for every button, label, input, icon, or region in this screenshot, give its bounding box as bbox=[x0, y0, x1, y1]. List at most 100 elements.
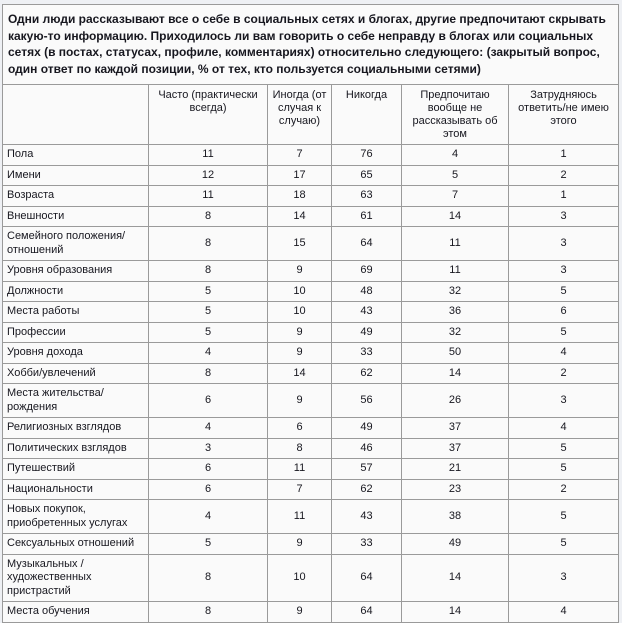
value-cell: 11 bbox=[148, 144, 268, 166]
value-cell: 11 bbox=[267, 458, 332, 480]
value-cell: 4 bbox=[507, 601, 620, 623]
row-label: Пола bbox=[2, 144, 149, 166]
row-label: Семейного положения/отношений bbox=[2, 226, 149, 261]
value-cell: 4 bbox=[148, 342, 268, 364]
value-cell: 38 bbox=[401, 499, 509, 534]
value-cell: 5 bbox=[507, 499, 620, 534]
value-cell: 33 bbox=[331, 342, 402, 364]
value-cell: 8 bbox=[148, 553, 268, 602]
table-row: Места обучения 8 9 64 14 4 bbox=[2, 601, 620, 623]
value-cell: 14 bbox=[267, 362, 332, 384]
value-cell: 14 bbox=[401, 553, 509, 602]
value-cell: 5 bbox=[401, 164, 509, 186]
value-cell: 9 bbox=[267, 342, 332, 364]
survey-table: Одни люди рассказывают все о себе в соци… bbox=[1, 4, 620, 623]
value-cell: 15 bbox=[267, 226, 332, 261]
value-cell: 14 bbox=[401, 205, 509, 227]
value-cell: 8 bbox=[267, 437, 332, 459]
value-cell: 4 bbox=[148, 417, 268, 439]
value-cell: 18 bbox=[267, 185, 332, 207]
value-cell: 46 bbox=[331, 437, 402, 459]
value-cell: 64 bbox=[331, 226, 402, 261]
value-cell: 5 bbox=[507, 458, 620, 480]
value-cell: 5 bbox=[148, 533, 268, 555]
table-row: Национальности 6 7 62 23 2 bbox=[2, 478, 620, 500]
table-row: Уровня образования 8 9 69 11 3 bbox=[2, 260, 620, 282]
table-row: Семейного положения/отношений 8 15 64 11 3 bbox=[2, 226, 620, 261]
value-cell: 11 bbox=[401, 260, 509, 282]
value-cell: 3 bbox=[507, 205, 620, 227]
value-cell: 9 bbox=[267, 321, 332, 343]
value-cell: 10 bbox=[267, 553, 332, 602]
row-label: Путешествий bbox=[2, 458, 149, 480]
value-cell: 43 bbox=[331, 301, 402, 323]
survey-question-text: Одни люди рассказывают все о себе в соци… bbox=[1, 4, 620, 85]
row-label: Сексуальных отношений bbox=[2, 533, 149, 555]
value-cell: 3 bbox=[148, 437, 268, 459]
row-label: Имени bbox=[2, 164, 149, 186]
value-cell: 5 bbox=[507, 437, 620, 459]
value-cell: 6 bbox=[507, 301, 620, 323]
row-label: Возраста bbox=[2, 185, 149, 207]
value-cell: 49 bbox=[401, 533, 509, 555]
value-cell: 11 bbox=[401, 226, 509, 261]
table-row: Сексуальных отношений 5 9 33 49 5 bbox=[2, 533, 620, 555]
value-cell: 2 bbox=[507, 478, 620, 500]
value-cell: 4 bbox=[507, 417, 620, 439]
table-row: Хобби/увлечений 8 14 62 14 2 bbox=[2, 362, 620, 384]
value-cell: 43 bbox=[331, 499, 402, 534]
row-label: Религиозных взглядов bbox=[2, 417, 149, 439]
row-label: Места жительства/рождения bbox=[2, 383, 149, 418]
intro-row: Одни люди рассказывают все о себе в соци… bbox=[1, 4, 620, 85]
value-cell: 12 bbox=[148, 164, 268, 186]
value-cell: 62 bbox=[331, 478, 402, 500]
value-cell: 8 bbox=[148, 601, 268, 623]
value-cell: 5 bbox=[507, 533, 620, 555]
value-cell: 7 bbox=[267, 144, 332, 166]
value-cell: 9 bbox=[267, 260, 332, 282]
value-cell: 11 bbox=[148, 185, 268, 207]
value-cell: 65 bbox=[331, 164, 402, 186]
row-label: Уровня дохода bbox=[2, 342, 149, 364]
value-cell: 3 bbox=[507, 383, 620, 418]
row-label: Хобби/увлечений bbox=[2, 362, 149, 384]
value-cell: 6 bbox=[148, 458, 268, 480]
value-cell: 9 bbox=[267, 383, 332, 418]
row-label: Профессии bbox=[2, 321, 149, 343]
value-cell: 6 bbox=[148, 478, 268, 500]
value-cell: 4 bbox=[148, 499, 268, 534]
value-cell: 2 bbox=[507, 362, 620, 384]
value-cell: 3 bbox=[507, 226, 620, 261]
column-header: Предпочитаю вообще не рассказывать об эт… bbox=[401, 84, 509, 145]
value-cell: 5 bbox=[507, 321, 620, 343]
table-row: Места работы 5 10 43 36 6 bbox=[2, 301, 620, 323]
column-header: Иногда (от случая к случаю) bbox=[267, 84, 332, 145]
value-cell: 23 bbox=[401, 478, 509, 500]
value-cell: 8 bbox=[148, 226, 268, 261]
value-cell: 57 bbox=[331, 458, 402, 480]
column-header: Часто (практически всегда) bbox=[148, 84, 268, 145]
table-row: Новых покупок, приобретенных услугах 4 11 4… bbox=[2, 499, 620, 534]
value-cell: 6 bbox=[148, 383, 268, 418]
table-row: Профессии 5 9 49 32 5 bbox=[2, 321, 620, 343]
value-cell: 9 bbox=[267, 601, 332, 623]
value-cell: 37 bbox=[401, 437, 509, 459]
value-cell: 62 bbox=[331, 362, 402, 384]
value-cell: 10 bbox=[267, 301, 332, 323]
value-cell: 63 bbox=[331, 185, 402, 207]
value-cell: 2 bbox=[507, 164, 620, 186]
value-cell: 9 bbox=[267, 533, 332, 555]
value-cell: 1 bbox=[507, 185, 620, 207]
table-row: Уровня дохода 4 9 33 50 4 bbox=[2, 342, 620, 364]
table-row: Музыкальных / художественных пристрастий… bbox=[2, 553, 620, 602]
value-cell: 5 bbox=[148, 301, 268, 323]
value-cell: 10 bbox=[267, 280, 332, 302]
value-cell: 8 bbox=[148, 260, 268, 282]
row-label: Национальности bbox=[2, 478, 149, 500]
value-cell: 1 bbox=[507, 144, 620, 166]
table-row: Пола 11 7 76 4 1 bbox=[2, 144, 620, 166]
column-header: Затрудняюсь ответить/не имею этого bbox=[507, 84, 620, 145]
value-cell: 8 bbox=[148, 362, 268, 384]
value-cell: 5 bbox=[507, 280, 620, 302]
